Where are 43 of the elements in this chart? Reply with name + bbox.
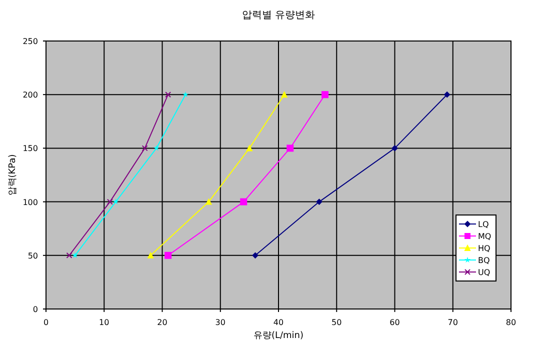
chart-title: 압력별 유량변화 <box>242 10 316 21</box>
point <box>153 144 160 151</box>
point <box>148 252 154 258</box>
x-tick-label: 20 <box>157 318 168 327</box>
point <box>66 252 72 258</box>
point <box>106 198 113 205</box>
point <box>286 144 294 152</box>
legend-label: UQ <box>478 268 490 277</box>
x-tick-label: 0 <box>43 318 49 327</box>
legend-label: HQ <box>478 244 490 253</box>
point <box>240 198 248 206</box>
point <box>112 198 119 204</box>
point <box>322 91 328 98</box>
y-tick-label: 100 <box>22 198 38 207</box>
x-tick-label: 50 <box>332 318 342 327</box>
x-tick-label: 40 <box>273 318 284 327</box>
point <box>142 145 148 152</box>
legend-label: LQ <box>478 220 489 229</box>
y-tick-label: 0 <box>32 305 38 314</box>
point <box>165 92 172 98</box>
y-axis-title: 압력(KPa) <box>8 154 18 196</box>
point <box>316 198 322 205</box>
point <box>164 252 172 259</box>
point <box>206 198 212 205</box>
legend-label: BQ <box>478 256 490 265</box>
point <box>246 145 252 152</box>
point <box>392 145 398 152</box>
x-tick-label: 70 <box>448 318 458 327</box>
y-tick-label: 250 <box>22 37 38 46</box>
x-tick-label: 60 <box>390 318 400 327</box>
y-tick-label: 50 <box>28 251 38 260</box>
x-tick-label: 80 <box>506 318 516 327</box>
legend-label: MQ <box>478 232 492 241</box>
x-tick-label: 30 <box>215 318 226 327</box>
point <box>72 252 78 258</box>
point <box>182 91 189 98</box>
point <box>444 92 450 98</box>
point <box>252 252 258 258</box>
point <box>281 92 288 98</box>
x-axis-title: 유량(L/min) <box>253 331 304 341</box>
x-tick-label: 10 <box>99 318 110 327</box>
y-tick-label: 200 <box>22 90 38 100</box>
y-tick-label: 150 <box>22 144 38 154</box>
